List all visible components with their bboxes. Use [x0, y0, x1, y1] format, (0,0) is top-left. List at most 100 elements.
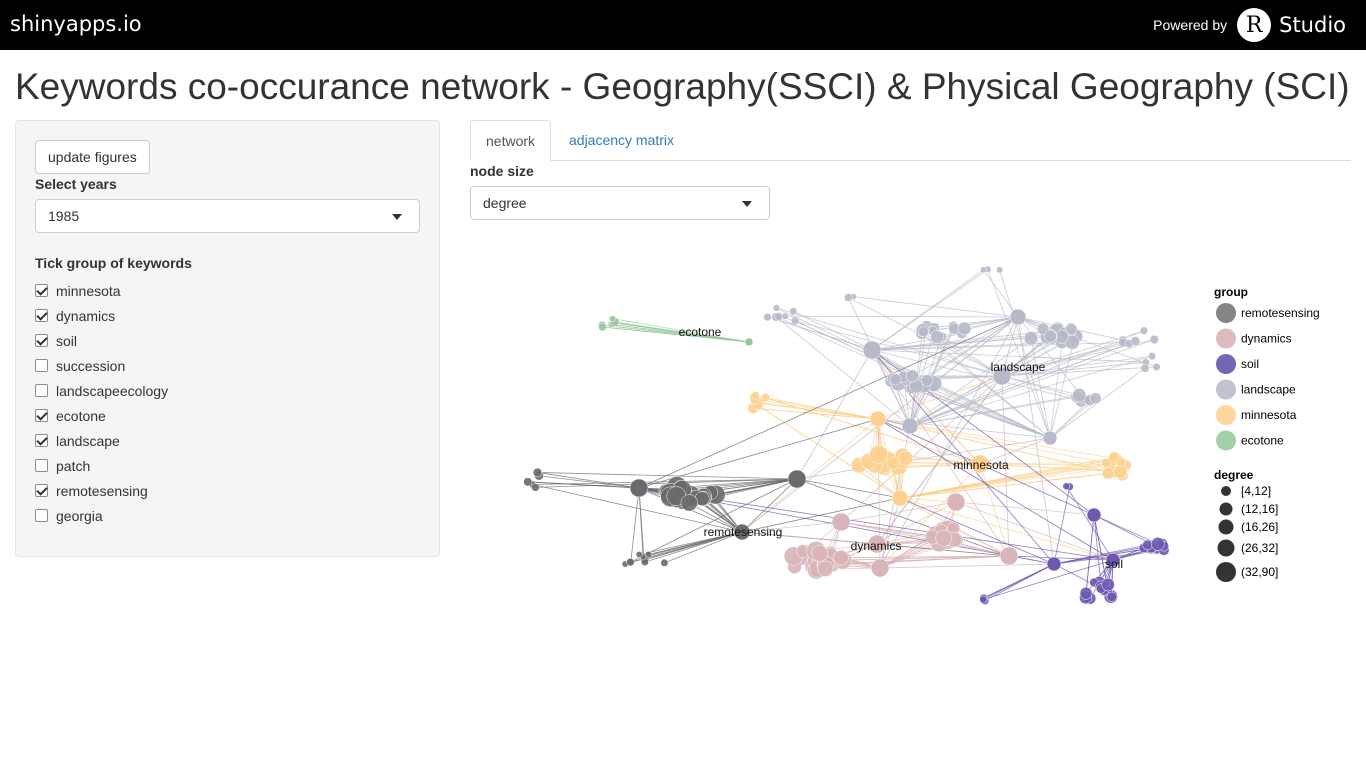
tab-network[interactable]: network [470, 120, 552, 161]
keyword-group-option[interactable]: landscapeecology [35, 378, 168, 403]
network-node[interactable] [886, 456, 900, 470]
network-node[interactable] [935, 529, 953, 547]
network-node[interactable] [817, 560, 834, 577]
network-node[interactable] [680, 494, 698, 512]
network-node[interactable] [1149, 334, 1159, 345]
network-hub-node[interactable] [1086, 507, 1102, 523]
network-node[interactable] [905, 369, 919, 383]
brand-logo[interactable]: shinyapps.io [10, 12, 142, 36]
network-hub-node[interactable] [629, 478, 649, 498]
network-node[interactable] [1101, 458, 1112, 469]
network-node[interactable] [921, 374, 934, 387]
keyword-group-checkbox[interactable] [35, 284, 48, 297]
network-node[interactable] [833, 549, 849, 566]
network-node[interactable] [598, 322, 607, 332]
network-node[interactable] [811, 544, 829, 562]
network-hub-node[interactable] [831, 512, 851, 532]
network-hub-node[interactable] [946, 492, 966, 512]
network-hub-node[interactable] [1046, 556, 1062, 572]
network-hub-node[interactable] [1105, 552, 1121, 568]
network-hub-node[interactable] [867, 534, 887, 554]
keyword-group-option[interactable]: patch [35, 453, 168, 478]
network-node[interactable] [979, 595, 988, 604]
network-node[interactable] [980, 266, 987, 274]
network-node[interactable] [1113, 464, 1128, 479]
keyword-group-option[interactable]: minnesota [35, 278, 168, 303]
keyword-group-checkbox[interactable] [35, 434, 48, 447]
network-node[interactable] [609, 315, 617, 323]
network-node[interactable] [1147, 352, 1157, 361]
network-node[interactable] [660, 558, 669, 567]
network-hub-node[interactable] [733, 523, 751, 541]
network-node[interactable] [1116, 457, 1126, 467]
tab-adjacency-matrix[interactable]: adjacency matrix [569, 132, 675, 148]
network-node[interactable] [844, 293, 853, 302]
network-node[interactable] [1140, 363, 1150, 373]
network-node[interactable] [996, 266, 1004, 274]
network-hub-node[interactable] [891, 489, 909, 507]
network-graph[interactable]: ecotone landscape minnesota remotesensing dy… [470, 240, 1366, 620]
keyword-group-checkbox[interactable] [35, 309, 48, 322]
network-node[interactable] [1101, 577, 1115, 592]
network-node[interactable] [1106, 591, 1117, 602]
keyword-group-option[interactable]: remotesensing [35, 478, 168, 503]
network-hub-node[interactable] [787, 469, 807, 489]
network-node[interactable] [898, 450, 914, 466]
network-node[interactable] [1139, 326, 1149, 335]
network-hub-node[interactable] [862, 340, 882, 360]
network-node[interactable] [1079, 586, 1093, 600]
network-node[interactable] [635, 551, 643, 558]
network-node[interactable] [1152, 362, 1161, 371]
network-node[interactable] [1065, 322, 1078, 335]
network-node[interactable] [1101, 467, 1114, 480]
network-node[interactable] [626, 557, 635, 567]
keyword-group-checkbox[interactable] [35, 484, 48, 497]
network-node[interactable] [930, 330, 944, 344]
network-node[interactable] [763, 312, 772, 322]
keyword-group-option[interactable]: landscape [35, 428, 168, 453]
keyword-group-checkbox[interactable] [35, 384, 48, 397]
network-hub-node[interactable] [869, 410, 887, 428]
network-node[interactable] [1072, 388, 1087, 403]
node-size-select[interactable]: degree [470, 186, 770, 220]
update-figures-button[interactable]: update figures [35, 140, 150, 174]
network-node[interactable] [869, 444, 888, 464]
keyword-group-checkbox[interactable] [35, 509, 48, 522]
network-node[interactable] [918, 326, 929, 337]
network-node[interactable] [1023, 331, 1039, 346]
keyword-group-option[interactable]: georgia [35, 503, 168, 528]
network-node[interactable] [790, 316, 800, 326]
network-node[interactable] [789, 307, 798, 316]
network-node[interactable] [523, 477, 533, 487]
years-select[interactable]: 1985 [35, 199, 420, 233]
network-hub-node[interactable] [901, 417, 919, 435]
network-hub-node[interactable] [744, 337, 754, 347]
network-node[interactable] [1043, 329, 1057, 343]
network-hub-node[interactable] [999, 546, 1019, 566]
network-node[interactable] [889, 373, 902, 386]
keyword-group-option[interactable]: succession [35, 353, 168, 378]
network-node[interactable] [772, 304, 781, 312]
network-node[interactable] [774, 312, 783, 321]
keyword-group-checkbox[interactable] [35, 334, 48, 347]
network-node[interactable] [957, 321, 972, 336]
keyword-group-option[interactable]: ecotone [35, 403, 168, 428]
network-node[interactable] [1151, 537, 1165, 551]
network-node[interactable] [532, 467, 543, 478]
network-node[interactable] [1062, 482, 1071, 490]
keyword-group-checkbox[interactable] [35, 409, 48, 422]
network-node[interactable] [1130, 336, 1141, 346]
network-hub-node[interactable] [1042, 430, 1058, 446]
keyword-group-option[interactable]: dynamics [35, 303, 168, 328]
network-hub-node[interactable] [992, 366, 1012, 386]
network-node[interactable] [531, 483, 540, 492]
keyword-group-checkbox[interactable] [35, 459, 48, 472]
keyword-group-option[interactable]: soil [35, 328, 168, 353]
keyword-group-checkbox[interactable] [35, 359, 48, 372]
network-node[interactable] [1089, 392, 1102, 405]
network-hub-node[interactable] [870, 558, 890, 578]
powered-by[interactable]: Powered by R Studio [1153, 8, 1346, 42]
network-node[interactable] [751, 391, 760, 400]
network-hub-node[interactable] [970, 454, 990, 474]
network-hub-node[interactable] [1009, 308, 1027, 326]
